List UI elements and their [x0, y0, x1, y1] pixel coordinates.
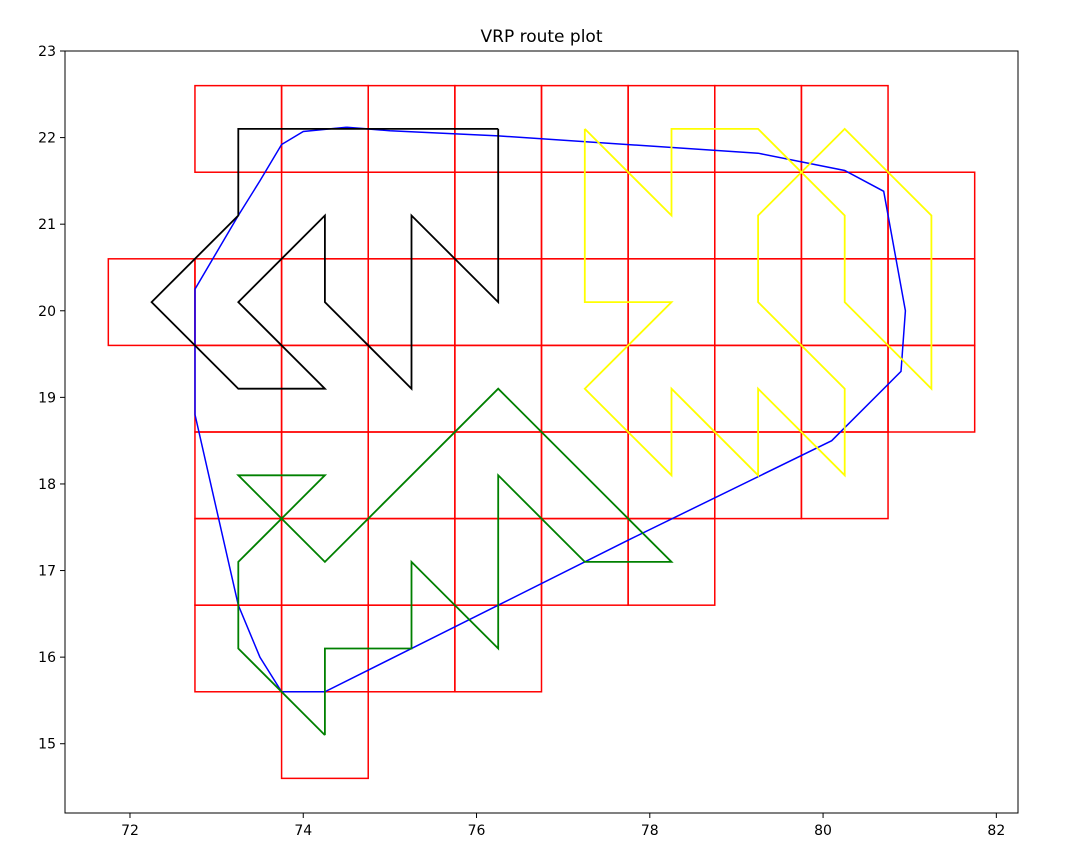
y-axis: 15 16 17 18 19 20 21 22 23 — [38, 44, 65, 753]
route-line-3 — [583, 127, 933, 478]
route-line-1 — [194, 126, 907, 693]
y-tick-label: 18 — [38, 477, 56, 493]
plot-frame — [64, 50, 1019, 814]
x-tick-label: 72 — [121, 823, 139, 839]
y-tick-label: 23 — [38, 44, 56, 60]
y-tick-label: 21 — [38, 217, 56, 233]
x-tick-label: 78 — [641, 823, 659, 839]
y-tick-label: 22 — [38, 131, 56, 147]
routes-layer — [150, 126, 933, 736]
x-tick-label: 76 — [468, 823, 486, 839]
chart-title: VRP route plot — [481, 27, 603, 47]
y-tick-label: 15 — [38, 737, 56, 753]
y-tick-label: 20 — [38, 304, 56, 320]
route-line-2 — [150, 127, 500, 391]
x-tick-label: 74 — [294, 823, 312, 839]
x-tick-label: 80 — [814, 823, 832, 839]
y-tick-label: 16 — [38, 650, 56, 666]
y-tick-label: 19 — [38, 390, 56, 406]
y-tick-label: 17 — [38, 564, 56, 580]
route-line-4 — [236, 387, 674, 736]
x-tick-label: 82 — [987, 823, 1005, 839]
x-axis: 72 74 76 78 80 82 — [121, 813, 1005, 839]
